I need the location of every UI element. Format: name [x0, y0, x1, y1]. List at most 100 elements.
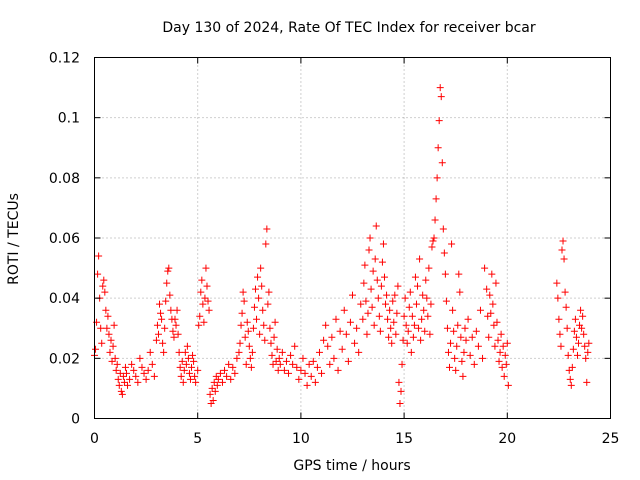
data-point: [334, 366, 342, 374]
data-point: [204, 297, 212, 305]
data-point: [386, 306, 394, 314]
data-point: [344, 357, 352, 365]
data-point: [433, 174, 441, 182]
data-point: [460, 348, 468, 356]
data-point: [361, 261, 369, 269]
data-point: [269, 360, 277, 368]
data-point: [154, 330, 162, 338]
data-point: [236, 339, 244, 347]
data-point: [328, 333, 336, 341]
data-point: [271, 318, 279, 326]
data-point: [429, 237, 437, 245]
data-point: [389, 297, 397, 305]
data-point: [427, 300, 435, 308]
data-point: [440, 249, 448, 257]
data-point: [97, 324, 105, 332]
data-point: [229, 363, 237, 371]
data-point: [584, 348, 592, 356]
data-point: [95, 252, 103, 260]
data-point: [557, 342, 565, 350]
data-point: [491, 342, 499, 350]
data-point: [160, 348, 168, 356]
data-point: [380, 273, 388, 281]
data-point: [166, 291, 174, 299]
data-point: [498, 363, 506, 371]
data-point: [272, 357, 280, 365]
data-point: [560, 255, 568, 263]
data-point: [459, 372, 467, 380]
data-point: [109, 342, 117, 350]
data-point: [453, 342, 461, 350]
data-point: [158, 315, 166, 323]
data-point: [115, 381, 123, 389]
data-point: [105, 330, 113, 338]
data-point: [461, 324, 469, 332]
data-point: [276, 360, 284, 368]
data-point: [122, 369, 130, 377]
data-point: [486, 291, 494, 299]
data-point: [181, 348, 189, 356]
data-point: [146, 348, 154, 356]
data-point: [583, 378, 591, 386]
data-point: [371, 255, 379, 263]
data-point: [140, 369, 148, 377]
data-point: [470, 360, 478, 368]
data-point: [124, 381, 132, 389]
x-tick-label: 10: [292, 431, 310, 447]
data-point: [274, 366, 282, 374]
data-point: [196, 312, 204, 320]
data-point: [293, 363, 301, 371]
data-point: [437, 93, 445, 101]
x-tick-label: 25: [602, 431, 620, 447]
data-point: [126, 375, 134, 383]
data-point: [318, 369, 326, 377]
data-point: [450, 327, 458, 335]
data-point: [492, 279, 500, 287]
data-point: [388, 339, 396, 347]
data-point: [454, 321, 462, 329]
data-point: [369, 267, 377, 275]
data-point: [555, 315, 563, 323]
data-point: [394, 282, 402, 290]
data-point: [487, 309, 495, 317]
data-point: [194, 366, 202, 374]
data-point: [189, 351, 197, 359]
y-tick-label: 0.1: [58, 111, 80, 127]
data-point: [218, 378, 226, 386]
data-point: [270, 333, 278, 341]
data-point: [412, 300, 420, 308]
data-point: [237, 321, 245, 329]
data-point: [414, 282, 422, 290]
data-point: [176, 363, 184, 371]
data-point: [254, 273, 262, 281]
data-point: [577, 306, 585, 314]
data-point: [138, 363, 146, 371]
data-point: [114, 375, 122, 383]
data-point: [178, 357, 186, 365]
data-point: [265, 288, 273, 296]
data-point: [410, 321, 418, 329]
data-point: [208, 384, 216, 392]
x-tick-labels: 0 5 10 15 20 25: [90, 431, 619, 447]
data-point: [578, 324, 586, 332]
data-point: [468, 333, 476, 341]
data-point: [241, 333, 249, 341]
data-point: [340, 306, 348, 314]
data-point: [275, 354, 283, 362]
data-point: [376, 327, 384, 335]
data-point: [291, 342, 299, 350]
data-point: [183, 342, 191, 350]
data-point: [209, 396, 217, 404]
data-point: [260, 321, 268, 329]
data-point: [342, 330, 350, 338]
data-point: [112, 366, 120, 374]
data-point: [179, 378, 187, 386]
data-point: [435, 117, 443, 125]
data-point: [162, 297, 170, 305]
data-point: [430, 234, 438, 242]
data-point: [418, 315, 426, 323]
data-point: [571, 315, 579, 323]
data-point: [261, 336, 269, 344]
data-point: [493, 318, 501, 326]
